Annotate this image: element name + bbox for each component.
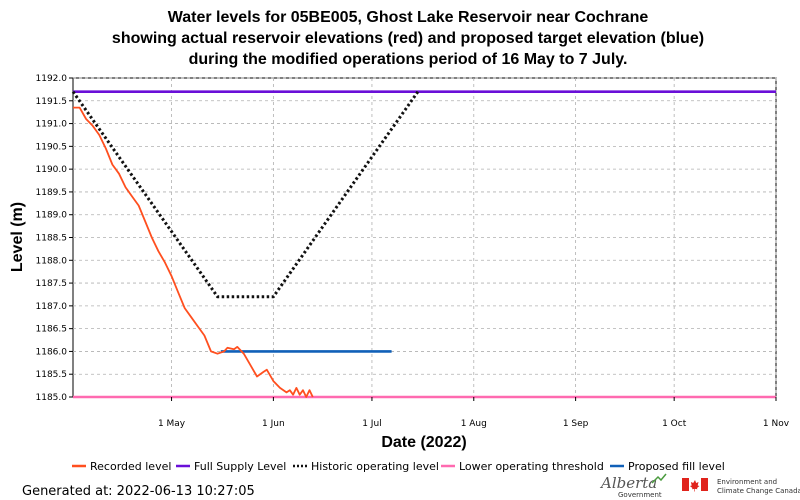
x-tick-label: 1 Nov <box>763 419 790 429</box>
legend-label: Historic operating level <box>311 460 439 473</box>
x-tick-label: 1 Jul <box>362 419 381 429</box>
x-tick-label: 1 Oct <box>662 419 687 429</box>
y-tick-label: 1189.0 <box>36 211 68 221</box>
plot-border <box>72 77 777 398</box>
chart-title-line: Water levels for 05BE005, Ghost Lake Res… <box>168 9 649 26</box>
series-layer <box>71 90 776 399</box>
y-tick-label: 1187.0 <box>36 302 68 312</box>
series-line-historic-operating-level <box>71 90 420 299</box>
legend-label: Lower operating threshold <box>459 460 604 473</box>
series-line-recorded-level <box>73 106 314 398</box>
chart-title-line: during the modified operations period of… <box>189 51 628 68</box>
plot-area <box>72 77 777 398</box>
y-tick-label: 1192.0 <box>36 74 68 84</box>
alberta-wordmark: Alberta <box>599 474 657 492</box>
alberta-logo: Alberta Government <box>599 473 667 499</box>
y-tick-label: 1186.5 <box>36 325 68 335</box>
legend-label: Recorded level <box>90 460 171 473</box>
y-tick-label: 1186.0 <box>36 347 68 357</box>
x-tick-label: 1 Aug <box>461 419 487 429</box>
y-axis-label: Level (m) <box>9 202 26 272</box>
generated-timestamp: Generated at: 2022-06-13 10:27:05 <box>22 484 255 499</box>
y-tick-label: 1190.0 <box>36 165 68 175</box>
x-tick-label: 1 Sep <box>563 419 589 429</box>
y-tick-label: 1188.0 <box>36 256 68 266</box>
y-tick-label: 1185.0 <box>36 393 68 403</box>
eccc-label-line2: Climate Change Canada <box>717 487 800 495</box>
eccc-label-line1: Environment and <box>717 478 777 486</box>
x-axis-label: Date (2022) <box>381 434 466 451</box>
grid-lines <box>73 77 777 398</box>
legend-label: Proposed fill level <box>628 460 725 473</box>
y-tick-label: 1190.5 <box>36 142 68 152</box>
alberta-swoosh-icon <box>651 473 667 484</box>
y-tick-label: 1191.0 <box>36 120 68 130</box>
x-tick-label: 1 May <box>158 419 186 429</box>
x-tick-label: 1 Jun <box>262 419 285 429</box>
alberta-government-label: Government <box>618 491 662 499</box>
axes: 1185.0 1185.5 1186.0 1186.5 1187.0 1187.5 1188… <box>36 74 790 429</box>
chart-title-line: showing actual reservoir elevations (red… <box>112 30 704 47</box>
y-tick-label: 1191.5 <box>36 97 68 107</box>
legend-label: Full Supply Level <box>194 460 286 473</box>
y-tick-label: 1189.5 <box>36 188 68 198</box>
canada-flag-icon <box>682 478 708 492</box>
y-tick-label: 1187.5 <box>36 279 68 289</box>
legend: Recorded level Full Supply Level Historic … <box>72 460 725 473</box>
chart-title: Water levels for 05BE005, Ghost Lake Res… <box>112 9 704 68</box>
y-tick-label: 1188.5 <box>36 234 68 244</box>
y-tick-label: 1185.5 <box>36 370 68 380</box>
